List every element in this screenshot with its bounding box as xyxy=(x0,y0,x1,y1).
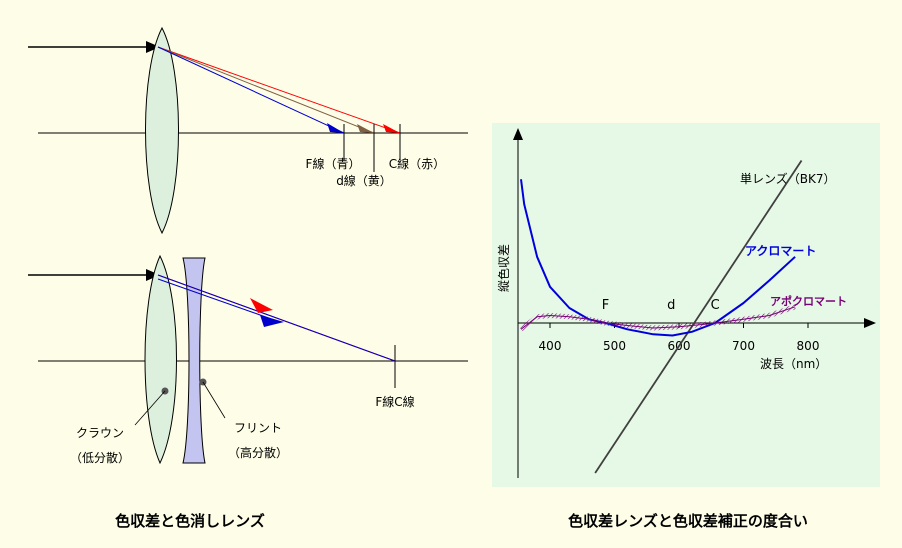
label-fc-line: F線C線 xyxy=(375,394,414,409)
x-tick-label-800: 800 xyxy=(797,339,820,353)
series-apochromat-line xyxy=(520,306,796,330)
series-label-apochromat: アポクロマート xyxy=(770,294,847,308)
x-tick-label-500: 500 xyxy=(603,339,626,353)
incoming-arrow-bottom xyxy=(146,269,160,281)
label-f-line: F線（青） xyxy=(306,156,361,171)
label-c-line: C線（赤） xyxy=(389,156,445,171)
achromat-diagram: F線C線 クラウン （低分散） フリント （高分散） xyxy=(28,254,468,465)
arrow-blue-bottom xyxy=(260,315,284,327)
label-crown-sub: （低分散） xyxy=(70,450,130,465)
flint-leader xyxy=(202,381,226,419)
convex-lens-top xyxy=(145,26,179,235)
series-group xyxy=(519,160,803,474)
arrow-yellow-top xyxy=(357,124,374,133)
left-caption: 色収差と色消しレンズ xyxy=(115,512,265,530)
y-axis-arrow xyxy=(513,128,523,140)
label-flint-sub: （高分散） xyxy=(228,445,288,460)
ray-blue-bottom-split xyxy=(157,278,281,323)
series-achromat xyxy=(520,179,796,337)
label-d-line: d線（黄） xyxy=(336,173,392,188)
right-caption: 色収差レンズと色収差補正の度合い xyxy=(568,512,808,530)
chart-panel xyxy=(492,123,880,487)
label-crown: クラウン xyxy=(76,426,124,440)
y-axis-label: 縦色収差 xyxy=(497,244,511,292)
label-flint: フリント xyxy=(234,421,282,435)
flint-lens xyxy=(182,257,206,464)
ray-yellow-top xyxy=(157,46,375,134)
marker-label-F: F xyxy=(602,298,609,313)
ray-blue-top xyxy=(157,46,345,134)
x-tick-label-400: 400 xyxy=(539,339,562,353)
x-axis-arrow xyxy=(864,318,876,328)
marker-label-C: C xyxy=(711,298,720,313)
series-label-achromat: アクロマート xyxy=(745,244,816,258)
x-tick-label-700: 700 xyxy=(732,339,755,353)
ray-blue-bottom xyxy=(157,274,396,362)
series-single-lens xyxy=(594,160,803,474)
arrow-blue-top xyxy=(327,123,344,133)
arrow-red-bottom xyxy=(250,298,273,313)
marker-label-d: d xyxy=(667,298,675,313)
ray-red-top xyxy=(157,46,401,134)
arrow-red-top xyxy=(383,124,400,133)
series-label-single-lens: 単レンズ（BK7） xyxy=(740,171,836,186)
incoming-arrow-top xyxy=(146,41,160,53)
x-axis-label: 波長（nm） xyxy=(760,357,827,371)
crown-lens xyxy=(144,254,177,465)
crown-leader xyxy=(134,390,166,426)
x-ticks: 400 500 600 700 800 xyxy=(539,323,820,353)
single-lens-diagram: F線（青） d線（黄） C線（赤） xyxy=(28,26,468,235)
